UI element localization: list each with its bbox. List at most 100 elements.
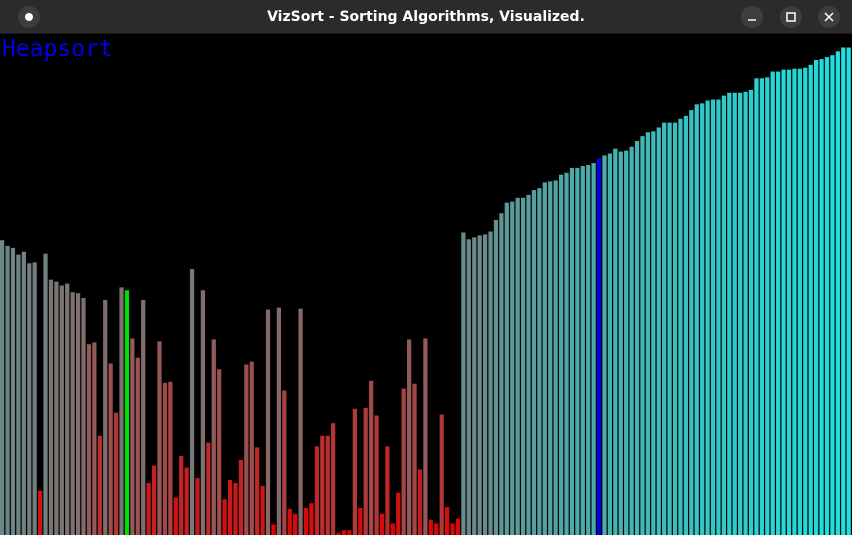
array-bar: [5, 245, 10, 535]
minimize-icon: [748, 19, 756, 21]
array-bar: [217, 369, 222, 535]
array-bar: [10, 247, 16, 535]
maximize-button[interactable]: [780, 6, 802, 28]
array-bar: [520, 197, 526, 535]
close-button[interactable]: [818, 6, 840, 28]
array-bar: [515, 197, 520, 535]
array-bar: [341, 530, 347, 535]
array-bar: [249, 361, 254, 535]
array-bar: [651, 131, 656, 535]
array-bar: [439, 414, 444, 535]
array-bar: [70, 292, 75, 535]
array-bar: [113, 412, 119, 535]
array-bar: [222, 499, 227, 535]
array-bar: [721, 95, 726, 535]
array-bar: [238, 459, 244, 535]
array-bar: [282, 390, 287, 535]
array-bar: [0, 240, 5, 535]
array-bar: [662, 122, 667, 535]
array-bar: [396, 492, 401, 535]
array-bar: [819, 59, 824, 535]
array-bar: [455, 518, 461, 535]
array-bar: [21, 251, 26, 535]
array-bar: [580, 165, 585, 535]
array-bar: [689, 110, 694, 535]
array-bar: [244, 364, 249, 535]
array-bar: [776, 71, 781, 535]
array-bar: [743, 91, 748, 535]
array-bar: [586, 165, 591, 535]
array-bar: [97, 435, 102, 535]
array-bar: [32, 262, 37, 535]
array-bar: [537, 188, 542, 535]
array-bar: [618, 151, 623, 535]
array-bar: [759, 78, 764, 535]
array-bar: [65, 283, 70, 535]
array-bar: [293, 513, 298, 535]
array-bar: [314, 446, 319, 535]
array-bar: [700, 103, 705, 535]
array-bar: [732, 92, 737, 535]
array-bar: [591, 163, 596, 535]
array-bar: [716, 99, 721, 535]
array-bar: [629, 146, 634, 535]
array-bar: [434, 523, 439, 535]
array-bar: [607, 153, 613, 535]
array-bar: [531, 190, 537, 535]
array-bar: [846, 47, 851, 535]
array-bar: [162, 382, 168, 535]
array-bar: [195, 478, 200, 535]
array-bar: [645, 132, 651, 535]
array-bar: [81, 297, 86, 535]
array-bar: [363, 407, 368, 535]
array-bar: [325, 435, 330, 535]
array-bar: [417, 469, 423, 535]
array-bar: [184, 467, 189, 535]
array-bar: [16, 254, 21, 535]
array-bar: [553, 180, 558, 535]
array-bar: [624, 150, 629, 535]
array-bar: [841, 47, 846, 535]
array-bar: [59, 285, 64, 535]
array-bar: [369, 380, 374, 535]
array-bar: [683, 115, 688, 535]
window-menu-button[interactable]: [18, 6, 40, 28]
array-bar: [92, 342, 97, 535]
array-bar: [472, 237, 477, 535]
array-bar: [54, 281, 59, 535]
array-bar: [271, 524, 276, 535]
array-bar: [461, 232, 466, 535]
array-bar: [260, 485, 265, 535]
array-bar: [287, 508, 292, 535]
array-bar: [678, 118, 683, 535]
array-bar: [548, 181, 553, 535]
array-bar: [48, 279, 54, 535]
array-bar: [157, 341, 162, 535]
array-bar: [499, 213, 504, 535]
array-bar: [569, 167, 575, 535]
array-bar: [835, 51, 840, 535]
array-bar: [407, 339, 412, 535]
array-bar: [575, 167, 580, 535]
minimize-button[interactable]: [741, 6, 763, 28]
array-bar: [265, 309, 271, 535]
array-bar: [86, 344, 92, 535]
array-bar: [596, 158, 602, 535]
array-bar: [227, 480, 233, 535]
array-bar: [108, 363, 113, 535]
sorting-bar-chart: [0, 47, 851, 535]
title-bar[interactable]: VizSort - Sorting Algorithms, Visualized…: [0, 0, 852, 34]
array-bar: [27, 263, 32, 535]
array-bar: [135, 357, 140, 535]
array-bar: [276, 307, 281, 535]
array-bar: [450, 523, 455, 535]
array-bar: [331, 423, 336, 535]
array-bar: [824, 57, 830, 535]
array-bar: [803, 67, 808, 535]
array-bar: [130, 338, 135, 535]
array-bar: [336, 533, 341, 535]
array-bar: [141, 299, 146, 535]
array-bar: [444, 507, 450, 535]
array-bar: [477, 235, 482, 535]
